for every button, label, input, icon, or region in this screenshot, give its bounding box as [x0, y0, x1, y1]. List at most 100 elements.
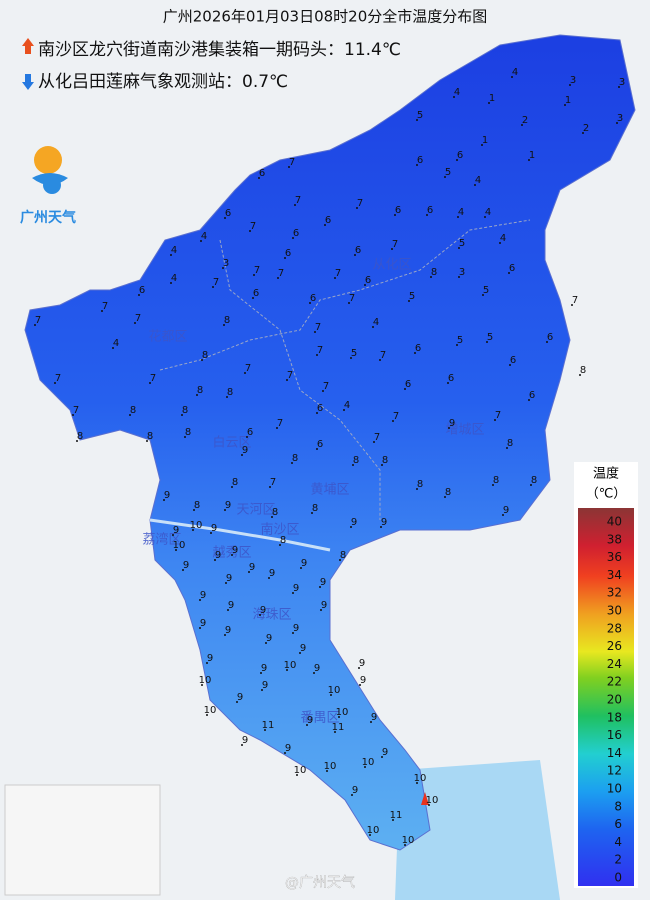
station-dot — [34, 324, 36, 326]
boundary — [159, 219, 531, 371]
station-dot — [530, 484, 532, 486]
station-value: 4 — [475, 175, 481, 186]
station-value: 6 — [253, 288, 259, 299]
station-dot — [292, 632, 294, 634]
station-dot — [348, 302, 350, 304]
station-dot — [448, 427, 450, 429]
station-dot — [370, 721, 372, 723]
station-dot — [222, 267, 224, 269]
station-dot — [296, 774, 298, 776]
station-dot — [199, 599, 201, 601]
station-dot — [508, 272, 510, 274]
station-value: 9 — [215, 550, 221, 561]
station-value: 5 — [417, 110, 423, 121]
legend-tick-label: 22 — [607, 675, 622, 689]
station-dot — [292, 592, 294, 594]
station-value: 8 — [431, 267, 437, 278]
station-dot — [224, 509, 226, 511]
station-dot — [279, 544, 281, 546]
station-dot — [351, 794, 353, 796]
station-dot — [404, 388, 406, 390]
station-value: 10 — [362, 757, 375, 768]
station-value: 4 — [373, 317, 379, 328]
station-value: 8 — [147, 431, 153, 442]
station-value: 9 — [228, 600, 234, 611]
station-value: 9 — [200, 590, 206, 601]
station-value: 10 — [402, 835, 415, 846]
legend-tick-label: 12 — [607, 764, 622, 778]
station-dot — [509, 364, 511, 366]
station-value: 6 — [417, 155, 423, 166]
station-value: 6 — [317, 403, 323, 414]
station-value: 5 — [483, 285, 489, 296]
station-dot — [306, 724, 308, 726]
station-dot — [380, 526, 382, 528]
station-dot — [175, 549, 177, 551]
station-dot — [394, 214, 396, 216]
station-value: 9 — [261, 663, 267, 674]
station-dot — [334, 731, 336, 733]
station-dot — [511, 76, 513, 78]
inset-legend — [4, 784, 161, 896]
station-dot — [226, 396, 228, 398]
station-dot — [456, 344, 458, 346]
station-dot — [72, 414, 74, 416]
station-value: 7 — [295, 195, 301, 206]
station-value: 9 — [293, 583, 299, 594]
station-dot — [264, 729, 266, 731]
station-dot — [486, 341, 488, 343]
station-dot — [163, 499, 165, 501]
station-value: 6 — [395, 205, 401, 216]
station-value: 7 — [315, 322, 321, 333]
station-dot — [369, 834, 371, 836]
station-dot — [314, 331, 316, 333]
station-value: 6 — [259, 168, 265, 179]
station-dot — [326, 770, 328, 772]
district-label: 海珠区 — [252, 608, 291, 623]
station-dot — [231, 554, 233, 556]
station-value: 6 — [529, 390, 535, 401]
station-value: 7 — [213, 277, 219, 288]
station-dot — [359, 684, 361, 686]
station-value: 9 — [207, 653, 213, 664]
station-dot — [286, 379, 288, 381]
station-value: 9 — [260, 605, 266, 616]
station-dot — [506, 447, 508, 449]
station-value: 8 — [77, 431, 83, 442]
legend-tick-label: 30 — [607, 604, 622, 618]
station-dot — [484, 216, 486, 218]
station-value: 1 — [482, 135, 488, 146]
station-dot — [311, 512, 313, 514]
station-value: 6 — [247, 427, 253, 438]
legend-tick-label: 14 — [607, 746, 622, 760]
logo-text: 广州天气 — [20, 209, 76, 226]
station-value: 9 — [449, 418, 455, 429]
station-value: 9 — [382, 747, 388, 758]
station-value: 11 — [332, 722, 345, 733]
station-dot — [299, 652, 301, 654]
station-value: 9 — [320, 577, 326, 588]
station-value: 7 — [250, 221, 256, 232]
station-dot — [184, 436, 186, 438]
station-dot — [564, 104, 566, 106]
district-label: 从化区 — [372, 258, 411, 273]
station-dot — [288, 166, 290, 168]
station-value: 7 — [323, 381, 329, 392]
station-dot — [231, 486, 233, 488]
legend-tick-label: 32 — [607, 586, 622, 600]
station-dot — [214, 559, 216, 561]
station-value: 7 — [35, 315, 41, 326]
station-value: 4 — [485, 207, 491, 218]
guangzhou-area — [24, 34, 636, 851]
legend-title: 温度 — [593, 466, 619, 482]
station-value: 7 — [289, 157, 295, 168]
station-value: 9 — [307, 715, 313, 726]
station-dot — [193, 509, 195, 511]
station-dot — [212, 286, 214, 288]
station-dot — [457, 216, 459, 218]
station-value: 1 — [529, 150, 535, 161]
station-dot — [276, 427, 278, 429]
station-dot — [350, 526, 352, 528]
